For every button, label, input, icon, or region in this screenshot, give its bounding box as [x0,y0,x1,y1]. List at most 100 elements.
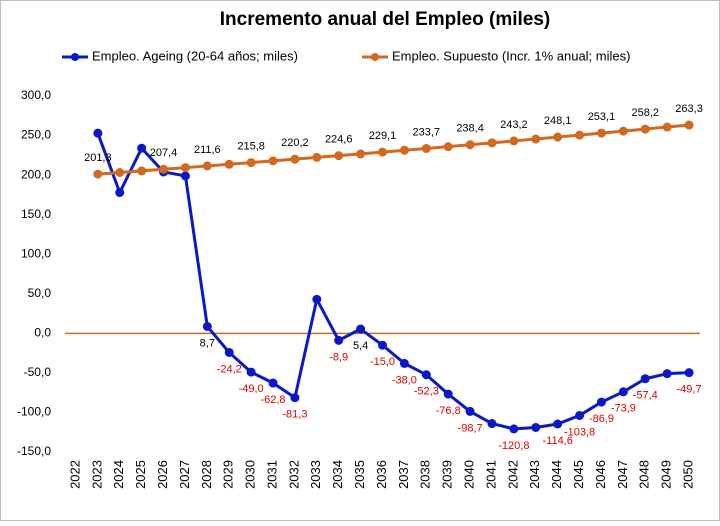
y-tick-label: 200,0 [21,167,51,181]
data-label: 8,7 [200,337,215,349]
data-point [115,188,125,198]
x-tick-label: 2033 [308,460,323,489]
x-tick-label: 2028 [199,460,214,489]
data-label: -8,9 [329,351,348,363]
data-point [224,347,234,357]
data-point [399,145,409,155]
x-tick-label: 2046 [593,460,608,489]
x-tick-label: 2030 [243,460,258,489]
y-tick-label: 0,0 [34,326,51,340]
data-point [290,393,300,403]
data-label: -52,3 [414,386,439,398]
data-point [246,158,256,168]
y-tick-label: -50,0 [24,365,52,379]
data-point [115,168,125,178]
data-point [553,132,563,142]
x-tick-label: 2041 [483,460,498,489]
data-point [93,169,103,179]
data-point [137,143,147,153]
data-label: 211,6 [194,144,221,156]
data-point [202,161,212,171]
legend-label: Empleo. Supuesto (Incr. 1% anual; miles) [392,48,630,63]
data-point [684,368,694,378]
data-label: -114,6 [542,435,572,447]
x-tick-label: 2025 [133,460,148,489]
data-label: 263,3 [675,103,703,115]
data-point [202,321,212,331]
data-point [618,387,628,397]
x-tick-label: 2045 [571,460,586,489]
data-label: 215,8 [237,141,265,153]
data-label: -15,0 [370,356,395,368]
data-point [356,324,366,334]
data-point [334,335,344,345]
data-point [159,164,169,174]
y-tick-label: 150,0 [21,207,51,221]
data-point [312,152,322,162]
series-line [96,132,690,431]
data-point [531,134,541,144]
x-tick-label: 2049 [659,460,674,489]
data-point [662,369,672,379]
data-label: 224,6 [325,134,353,146]
data-label: -103,8 [564,426,595,438]
data-point [421,143,431,153]
data-label: 220,2 [281,137,309,149]
data-label: 258,2 [631,107,659,119]
x-tick-label: 2047 [615,460,630,489]
x-tick-label: 2029 [221,460,236,489]
y-tick-label: 100,0 [21,246,51,260]
data-point [662,122,672,132]
data-label: 201,3 [84,152,112,164]
data-label: -76,8 [436,405,461,417]
data-point [553,419,563,429]
data-point [531,422,541,432]
data-point [290,154,300,164]
y-tick-label: -100,0 [17,405,51,419]
data-point [399,358,409,368]
data-point [575,410,585,420]
data-point [334,151,344,161]
data-point [268,378,278,388]
y-tick-label: -150,0 [17,444,51,458]
data-point [224,159,234,169]
data-label: -98,7 [458,422,483,434]
y-tick-label: 250,0 [21,128,51,142]
data-point [618,126,628,136]
x-tick-label: 2048 [637,460,652,489]
x-tick-label: 2036 [374,460,389,489]
series-line [97,123,690,176]
x-tick-label: 2027 [177,460,192,489]
x-tick-label: 2026 [155,460,170,489]
data-point [640,124,650,134]
data-label: 5,4 [353,340,368,352]
data-point [509,424,519,434]
data-point [421,370,431,380]
data-point [575,130,585,140]
data-label: -49,7 [677,384,702,396]
data-label: 248,1 [544,115,572,127]
data-label: -73,9 [611,403,636,415]
data-label: -86,9 [589,413,614,425]
legend-label: Empleo. Ageing (20-64 años; miles) [92,48,298,63]
x-tick-label: 2031 [264,460,279,489]
x-tick-label: 2037 [396,460,411,489]
data-label: 207,4 [150,147,178,159]
data-point [465,406,475,416]
data-label: -62,8 [260,394,285,406]
data-point [356,149,366,159]
data-label: 229,1 [369,130,397,142]
x-tick-label: 2024 [111,460,126,489]
data-point [487,138,497,148]
data-point [684,120,694,130]
data-point [180,171,190,181]
x-tick-label: 2042 [505,460,520,489]
data-point [378,147,387,157]
legend-marker [71,53,79,61]
data-point [443,142,453,152]
data-point [443,389,453,399]
data-point [596,128,606,138]
x-tick-label: 2039 [440,460,455,489]
